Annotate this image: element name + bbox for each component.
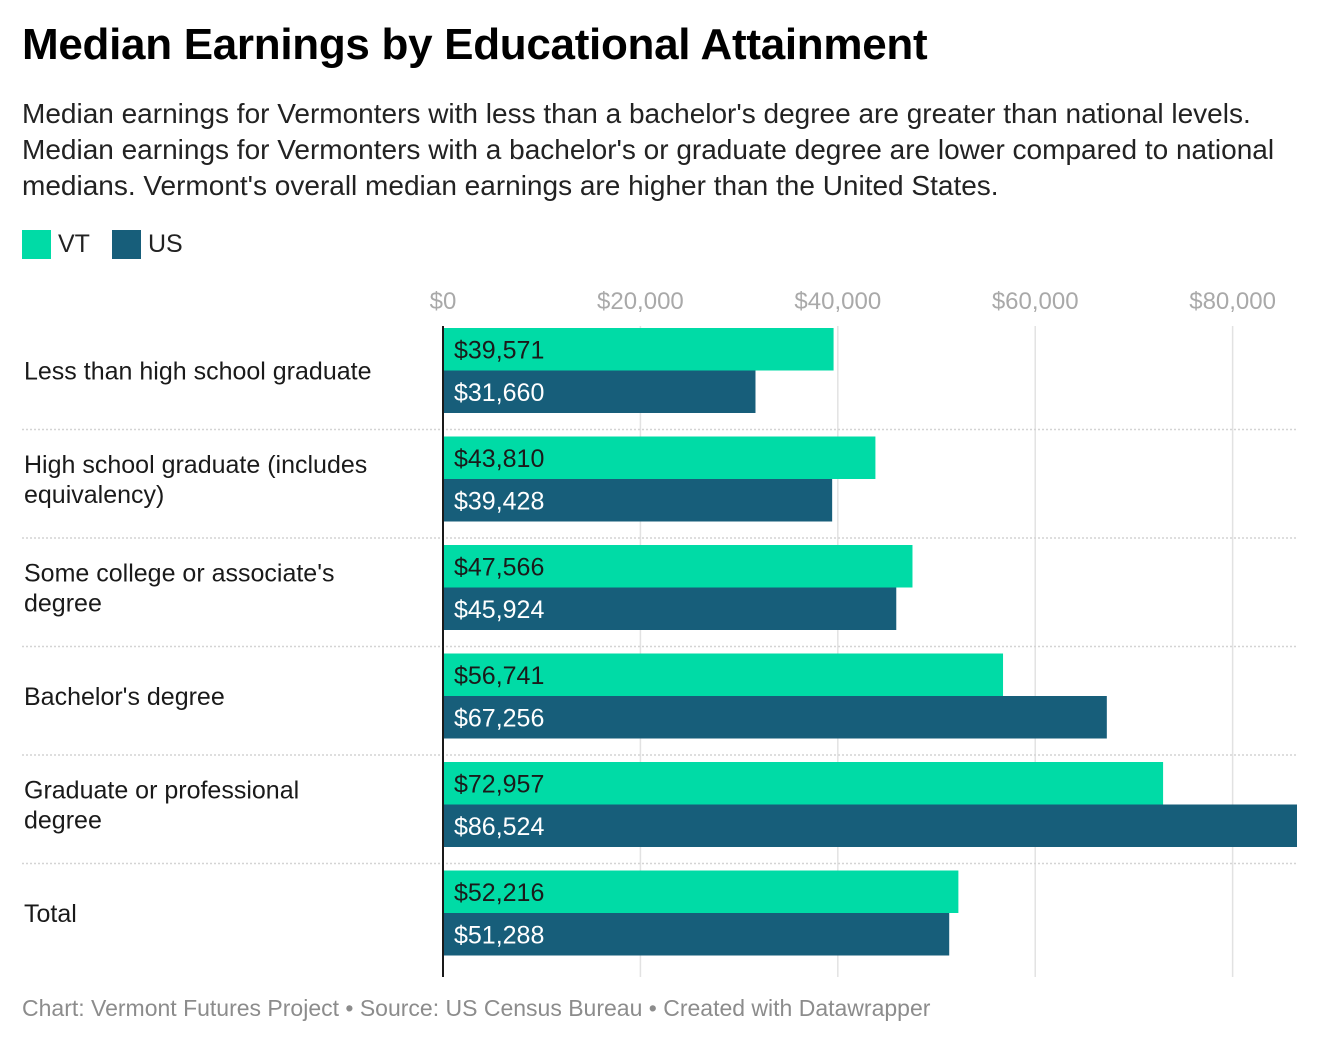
bar-us	[443, 804, 1297, 847]
bar-vt	[443, 653, 1004, 696]
bar-value-label: $39,571	[454, 336, 544, 364]
x-tick-label: $0	[430, 288, 457, 315]
chart-legend: VT US	[22, 228, 205, 260]
legend-label-vt: VT	[58, 229, 90, 258]
legend-label-us: US	[147, 229, 183, 258]
chart-subtitle: Median earnings for Vermonters with less…	[22, 98, 1275, 201]
bar-vt	[443, 870, 959, 913]
bar-value-label: $67,256	[454, 704, 544, 732]
bar-vt	[443, 762, 1164, 805]
legend-item-vt: VT	[22, 229, 90, 259]
x-tick-label: $80,000	[1189, 288, 1276, 315]
bar-us	[443, 370, 756, 413]
bar-value-label: $52,216	[454, 879, 544, 907]
bar-value-label: $51,288	[454, 921, 544, 949]
bar-us	[443, 696, 1107, 739]
bar-chart: $0 $20,000 $40,000 $60,000 $80,000 $39,571 $31…	[22, 288, 1297, 977]
bar-value-label: $86,524	[454, 813, 544, 841]
category-label: High school graduate (includes equivalenc…	[24, 451, 367, 509]
bar-value-label: $39,428	[454, 487, 544, 515]
category-label: Graduate or professional degree	[24, 777, 299, 835]
category-label: Less than high school graduate	[24, 358, 371, 386]
legend-swatch-vt	[22, 229, 51, 259]
x-tick-label: $60,000	[992, 288, 1079, 315]
bar-vt	[443, 436, 876, 479]
chart-source-line: Chart: Vermont Futures Project • Source:…	[22, 995, 931, 1021]
chart-title: Median Earnings by Educational Attainmen…	[22, 20, 928, 69]
legend-item-us: US	[111, 229, 183, 259]
category-label: Some college or associate's degree	[24, 560, 335, 618]
bar-us	[443, 913, 950, 956]
x-tick-label: $40,000	[794, 288, 881, 315]
legend-swatch-us	[111, 229, 141, 259]
bar-value-label: $47,566	[454, 553, 544, 581]
x-tick-label: $20,000	[597, 288, 684, 315]
bar-value-label: $45,924	[454, 596, 544, 624]
bar-us	[443, 587, 897, 630]
bar-us	[443, 479, 833, 522]
bar-value-label: $43,810	[454, 445, 544, 473]
category-label: Total	[24, 900, 77, 928]
bar-value-label: $72,957	[454, 770, 544, 798]
bar-vt	[443, 328, 834, 371]
category-label: Bachelor's degree	[24, 683, 225, 711]
bar-value-label: $56,741	[454, 662, 544, 690]
bar-value-label: $31,660	[454, 379, 544, 407]
bar-vt	[443, 545, 913, 588]
